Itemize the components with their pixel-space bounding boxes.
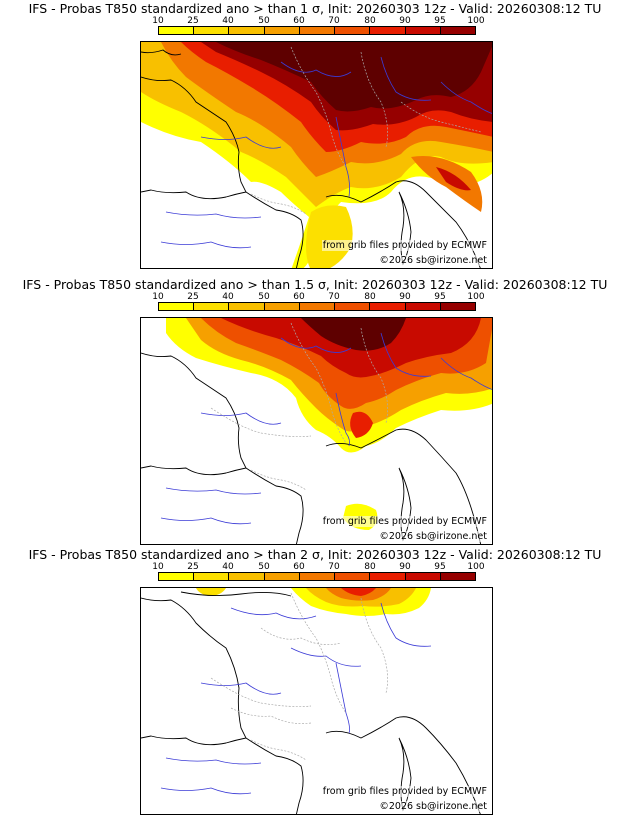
colorbar-segment [229,27,265,34]
colorbar-labels: 10 25 40 50 60 70 80 90 95 100 [148,16,486,28]
colorbar-segment [159,573,195,580]
colorbar-segment [335,27,371,34]
colorbar-segment [194,303,230,310]
colorbar-segment [370,573,406,580]
colorbar-label: 10 [152,562,164,572]
colorbar-segment [405,303,441,310]
colorbar-segment [194,27,230,34]
borders [210,592,388,761]
rivers [160,602,432,795]
colorbar-label: 80 [364,16,376,26]
colorbar-segment [194,573,230,580]
colorbar-segment [405,27,441,34]
colorbar-label: 80 [364,292,376,302]
colorbar-segment [264,303,300,310]
credit-source: from grib files provided by ECMWF [321,516,488,527]
probability-map: from grib files provided by ECMWF ©2026 … [140,317,493,545]
panel-title: IFS - Probas T850 standardized ano > tha… [22,277,608,292]
colorbar-label: 10 [152,16,164,26]
map-panel-2: IFS - Probas T850 standardized ano > tha… [0,276,630,546]
coastline [141,352,482,544]
borders [250,46,482,215]
colorbar-label: 40 [222,292,234,302]
colorbar-segment [299,303,336,310]
credit-copyright: ©2026 sb@irizone.net [378,255,488,266]
colorbar-label: 40 [222,562,234,572]
credit-source: from grib files provided by ECMWF [321,786,488,797]
colorbar-label: 95 [434,292,446,302]
colorbar-segment [264,27,300,34]
probability-field [141,42,492,268]
colorbar-label: 40 [222,16,234,26]
colorbar-segment [299,27,336,34]
colorbar-segment [159,27,195,34]
colorbar-labels: 10 25 40 50 60 70 80 90 95 100 [148,292,486,304]
panel-title: IFS - Probas T850 standardized ano > tha… [28,547,602,562]
map-graphic [141,588,481,814]
colorbar-label: 60 [293,562,305,572]
colorbar-segment [370,303,406,310]
colorbar-label: 70 [328,16,340,26]
credit-copyright: ©2026 sb@irizone.net [378,531,488,542]
panel-title: IFS - Probas T850 standardized ano > tha… [28,1,602,16]
colorbar [158,572,476,581]
coastline [141,591,481,814]
colorbar-label: 95 [434,16,446,26]
colorbar-segment [335,573,371,580]
colorbar-segment [370,27,406,34]
map-panel-1: IFS - Probas T850 standardized ano > tha… [0,0,630,270]
colorbar-label: 100 [467,16,485,26]
colorbar-label: 25 [187,562,199,572]
colorbar-segment [405,573,441,580]
rivers [160,332,492,525]
colorbar-label: 50 [258,562,270,572]
rivers [160,56,492,249]
probability-map: from grib files provided by ECMWF ©2026 … [140,587,493,815]
colorbar-label: 50 [258,16,270,26]
colorbar-segment [299,573,336,580]
colorbar-segment [229,303,265,310]
colorbar-label: 60 [293,292,305,302]
probability-map: from grib files provided by ECMWF ©2026 … [140,41,493,269]
colorbar-label: 90 [399,16,411,26]
colorbar-labels: 10 25 40 50 60 70 80 90 95 100 [148,562,486,574]
colorbar-label: 90 [399,292,411,302]
colorbar-segment [440,573,475,580]
map-graphic [141,318,492,544]
credit-copyright: ©2026 sb@irizone.net [378,801,488,812]
colorbar-label: 70 [328,292,340,302]
colorbar-label: 100 [467,562,485,572]
borders [210,322,388,491]
probability-field [166,318,492,530]
colorbar-label: 60 [293,16,305,26]
colorbar-label: 25 [187,16,199,26]
colorbar-segment [335,303,371,310]
colorbar-segment [264,573,300,580]
colorbar [158,302,476,311]
credit-source: from grib files provided by ECMWF [321,240,488,251]
colorbar-label: 70 [328,562,340,572]
colorbar-label: 90 [399,562,411,572]
colorbar-label: 50 [258,292,270,302]
colorbar-label: 10 [152,292,164,302]
probability-field [196,588,431,616]
colorbar-label: 100 [467,292,485,302]
colorbar-segment [440,303,475,310]
colorbar-segment [229,573,265,580]
colorbar-label: 25 [187,292,199,302]
colorbar-label: 95 [434,562,446,572]
map-panel-3: IFS - Probas T850 standardized ano > tha… [0,546,630,816]
colorbar [158,26,476,35]
colorbar-label: 80 [364,562,376,572]
map-graphic [141,42,492,268]
colorbar-segment [440,27,475,34]
colorbar-segment [159,303,195,310]
